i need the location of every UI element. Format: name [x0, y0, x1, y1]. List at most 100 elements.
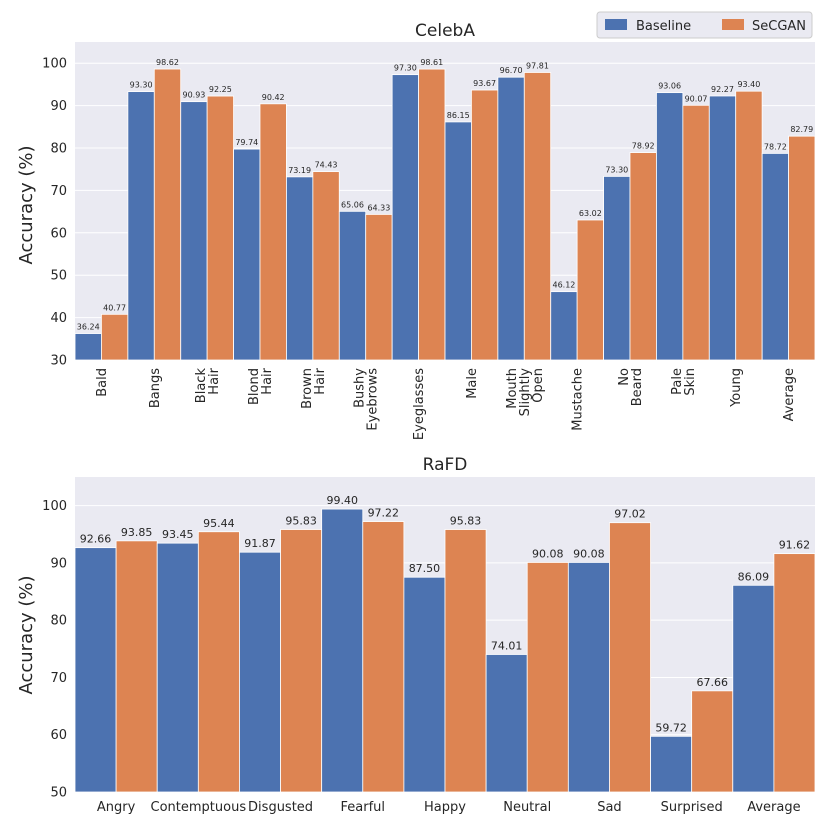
- celeba-value-label-secgan: 82.79: [790, 125, 813, 134]
- rafd-ylabel: Accuracy (%): [16, 575, 37, 694]
- legend-label-baseline: Baseline: [636, 19, 691, 34]
- rafd-xtick-label: Sad: [597, 800, 621, 815]
- celeba-bar-baseline: [550, 291, 578, 361]
- rafd-chart: RaFD Accuracy (%) 50 60 70 80 90 100 Angry Con…: [16, 455, 816, 815]
- rafd-bars: [74, 508, 816, 793]
- rafd-bar-baseline: [74, 547, 117, 793]
- rafd-bar-secgan: [280, 529, 323, 793]
- celeba-xtick-text: Eyeglasses: [412, 368, 427, 440]
- celeba-value-labels: 36.24 40.77 93.30 98.62 90.93 92.25 79.74 90.42…: [77, 58, 813, 331]
- rafd-yticks: 50 60 70 80 90 100: [42, 499, 67, 800]
- celeba-ytick-label: 60: [50, 226, 67, 241]
- celeba-bar-secgan: [788, 135, 816, 361]
- celeba-xtick-text: Young: [729, 368, 744, 408]
- celeba-bar-baseline: [603, 176, 631, 361]
- rafd-bar-secgan: [526, 562, 569, 793]
- celeba-bar-secgan: [471, 89, 499, 361]
- celeba-value-label-secgan: 92.25: [209, 85, 232, 94]
- celeba-ytick-label: 80: [50, 142, 67, 157]
- legend: Baseline SeCGAN: [596, 11, 813, 39]
- celeba-bars: [74, 68, 816, 361]
- celeba-value-label-secgan: 98.61: [420, 58, 443, 67]
- celeba-bar-secgan: [365, 214, 393, 361]
- celeba-bar-secgan: [101, 313, 129, 361]
- rafd-value-label-secgan: 93.85: [121, 526, 153, 539]
- celeba-xtick-label: Average: [782, 368, 797, 421]
- celeba-xtick-label: BlackHair: [194, 367, 222, 403]
- rafd-bar-secgan: [691, 690, 734, 793]
- celeba-value-label-baseline: 92.27: [711, 85, 734, 94]
- celeba-value-label-baseline: 97.30: [394, 64, 417, 73]
- celeba-bar-secgan: [523, 72, 552, 361]
- celeba-xtick-label: Bald: [95, 368, 110, 397]
- celeba-bar-secgan: [576, 219, 604, 361]
- celeba-bar-secgan: [206, 95, 234, 361]
- celeba-xtick-text: PaleSkin: [670, 368, 698, 396]
- celeba-value-label-baseline: 86.15: [447, 111, 470, 120]
- rafd-value-label-baseline: 99.40: [326, 494, 358, 507]
- celeba-bar-secgan: [418, 68, 446, 361]
- celeba-value-label-secgan: 97.81: [526, 61, 549, 70]
- celeba-xtick-label: BushyEyebrows: [353, 368, 381, 431]
- legend-swatch-baseline: [605, 19, 627, 30]
- rafd-ytick-label: 80: [50, 614, 67, 629]
- rafd-ytick-label: 90: [50, 556, 67, 571]
- rafd-ytick-label: 60: [50, 728, 67, 743]
- celeba-value-label-secgan: 93.40: [737, 80, 760, 89]
- rafd-value-label-secgan: 97.22: [368, 507, 400, 520]
- rafd-xtick-label: Neutral: [503, 800, 551, 815]
- rafd-title: RaFD: [423, 455, 468, 475]
- celeba-value-label-baseline: 78.72: [764, 142, 787, 151]
- celeba-value-label-baseline: 93.06: [658, 82, 681, 91]
- celeba-value-label-baseline: 65.06: [341, 200, 364, 209]
- celeba-value-label-baseline: 93.30: [130, 81, 153, 90]
- legend-swatch-secgan: [722, 19, 744, 30]
- rafd-value-label-baseline: 59.72: [655, 721, 687, 734]
- celeba-xtick-label: BlondHair: [247, 367, 275, 405]
- celeba-bar-secgan: [735, 90, 763, 361]
- rafd-value-label-baseline: 91.87: [244, 537, 276, 550]
- rafd-bar-baseline: [567, 562, 610, 793]
- celeba-bar-baseline: [74, 333, 102, 361]
- rafd-value-label-baseline: 92.66: [80, 533, 112, 546]
- celeba-bar-baseline: [127, 91, 155, 361]
- celeba-xtick-text: Mustache: [571, 368, 586, 431]
- celeba-value-label-secgan: 74.43: [315, 161, 338, 170]
- rafd-value-label-baseline: 90.08: [573, 547, 605, 560]
- rafd-ytick-label: 70: [50, 671, 67, 686]
- rafd-value-label-secgan: 67.66: [696, 676, 728, 689]
- rafd-ytick-label: 100: [42, 499, 67, 514]
- celeba-xtick-text: BlackHair: [194, 367, 222, 403]
- rafd-value-label-secgan: 91.62: [779, 539, 811, 552]
- celeba-bar-secgan: [153, 68, 182, 361]
- rafd-xtick-label: Happy: [424, 800, 466, 815]
- celeba-bar-baseline: [708, 95, 737, 361]
- rafd-value-label-baseline: 93.45: [162, 528, 194, 541]
- rafd-bar-secgan: [444, 529, 487, 793]
- celeba-ytick-label: 70: [50, 184, 67, 199]
- rafd-xtick-label: Fearful: [341, 800, 386, 815]
- rafd-xtick-label: Surprised: [661, 800, 723, 815]
- rafd-bar-baseline: [403, 576, 446, 793]
- celeba-value-label-secgan: 90.42: [262, 93, 285, 102]
- celeba-xtick-text: BushyEyebrows: [353, 368, 381, 431]
- rafd-bar-baseline: [485, 654, 528, 793]
- celeba-bar-baseline: [338, 210, 367, 361]
- celeba-bar-baseline: [444, 121, 472, 361]
- rafd-ytick-label: 50: [50, 786, 67, 801]
- celeba-value-label-baseline: 90.93: [182, 91, 205, 100]
- celeba-xticks: Bald Bangs BlackHair BlondHair BrownHair Bush…: [95, 367, 797, 440]
- celeba-value-label-baseline: 79.74: [235, 138, 258, 147]
- celeba-xtick-label: MouthSlightlyOpen: [505, 368, 546, 417]
- rafd-bar-baseline: [156, 542, 199, 793]
- celeba-bar-secgan: [259, 103, 287, 361]
- celeba-value-label-secgan: 90.07: [685, 94, 708, 103]
- celeba-xtick-text: Bald: [95, 368, 110, 397]
- rafd-xtick-label: Disgusted: [248, 800, 313, 815]
- celeba-ytick-label: 90: [50, 99, 67, 114]
- celeba-bar-baseline: [656, 92, 684, 361]
- celeba-chart: CelebA Accuracy (%) 30 40 50 60 70 80 90 100 Ba…: [16, 21, 816, 440]
- celeba-bar-baseline: [761, 153, 789, 361]
- rafd-value-label-secgan: 97.02: [614, 508, 646, 521]
